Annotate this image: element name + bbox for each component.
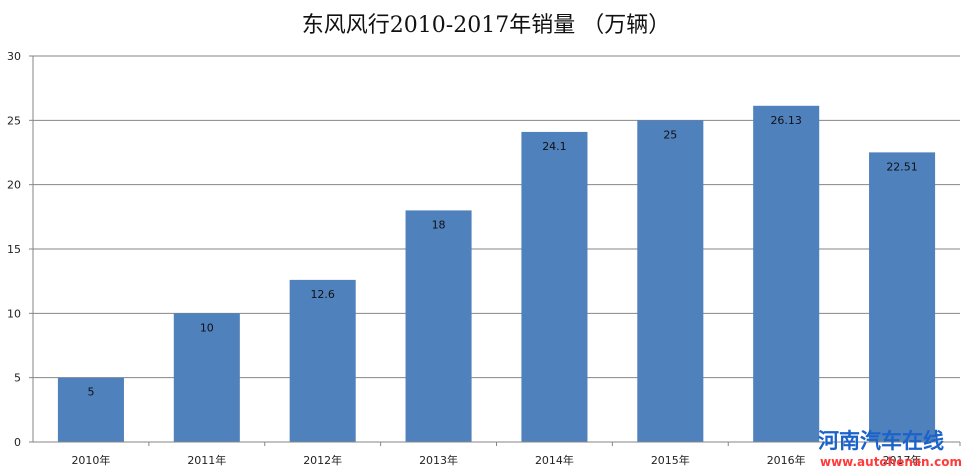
- x-tick-label: 2013年: [419, 453, 458, 467]
- bar-2012年: [289, 279, 356, 442]
- data-label: 12.6: [310, 288, 335, 301]
- data-label: 25: [663, 128, 677, 141]
- bar-2017年: [869, 152, 936, 442]
- watermark-title: 河南汽车在线: [818, 429, 944, 453]
- y-axis: 0 5 10 15 20 25 30: [7, 50, 34, 449]
- y-tick-label: 5: [14, 372, 21, 385]
- y-tick-label: 20: [7, 179, 21, 192]
- bar-2014年: [521, 131, 588, 442]
- y-tick-label: 10: [7, 307, 21, 320]
- bar-2015年: [637, 120, 704, 442]
- bar-2010年: [57, 377, 124, 442]
- y-tick-label: 25: [7, 114, 21, 127]
- watermark-url: www.autohenan.com: [820, 455, 962, 469]
- data-label: 24.1: [542, 140, 567, 153]
- data-label: 26.13: [770, 114, 802, 127]
- y-tick-label: 0: [14, 436, 21, 449]
- x-tick-label: 2010年: [71, 453, 110, 467]
- x-tick-label: 2014年: [535, 453, 574, 467]
- bar-2016年: [753, 105, 820, 442]
- x-tick-label: 2012年: [303, 453, 342, 467]
- gridlines: [33, 55, 960, 443]
- x-axis: 2010年 2011年 2012年 2013年 2014年 2015年 2016年 2017年: [33, 441, 961, 467]
- bar-2013年: [405, 210, 472, 442]
- data-label: 5: [87, 386, 94, 399]
- x-tick-label: 2011年: [187, 453, 226, 467]
- watermark-logo: 河南汽车在线 www.autohenan.com: [818, 429, 962, 469]
- data-label: 22.51: [886, 160, 918, 173]
- y-tick-label: 30: [7, 50, 21, 63]
- x-tick-label: 2017年: [883, 453, 922, 467]
- bar-2011年: [173, 313, 240, 442]
- chart-title: 东风风行2010-2017年销量 （万辆）: [302, 13, 670, 38]
- bars: 5 10 12.6 18 24.1 25 26.13 22.51: [57, 105, 936, 442]
- data-label: 18: [432, 218, 446, 231]
- x-tick-label: 2015年: [651, 453, 690, 467]
- y-tick-label: 15: [7, 243, 21, 256]
- data-label: 10: [200, 321, 214, 334]
- x-tick-label: 2016年: [767, 453, 806, 467]
